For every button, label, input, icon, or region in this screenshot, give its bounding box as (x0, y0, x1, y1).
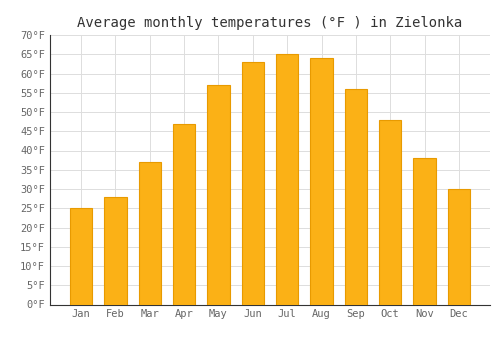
Bar (104, 197, 126, 304)
Bar (276, 54, 298, 304)
Bar (344, 89, 367, 304)
Bar (70, 208, 92, 304)
Bar (379, 120, 402, 304)
Bar (414, 158, 436, 304)
Bar (173, 124, 196, 304)
Bar (208, 85, 230, 304)
Bar (310, 58, 332, 304)
Bar (242, 62, 264, 304)
Bar (138, 162, 161, 304)
Title: Average monthly temperatures (°F ) in Zielonka: Average monthly temperatures (°F ) in Zi… (78, 16, 462, 30)
Bar (448, 189, 470, 304)
